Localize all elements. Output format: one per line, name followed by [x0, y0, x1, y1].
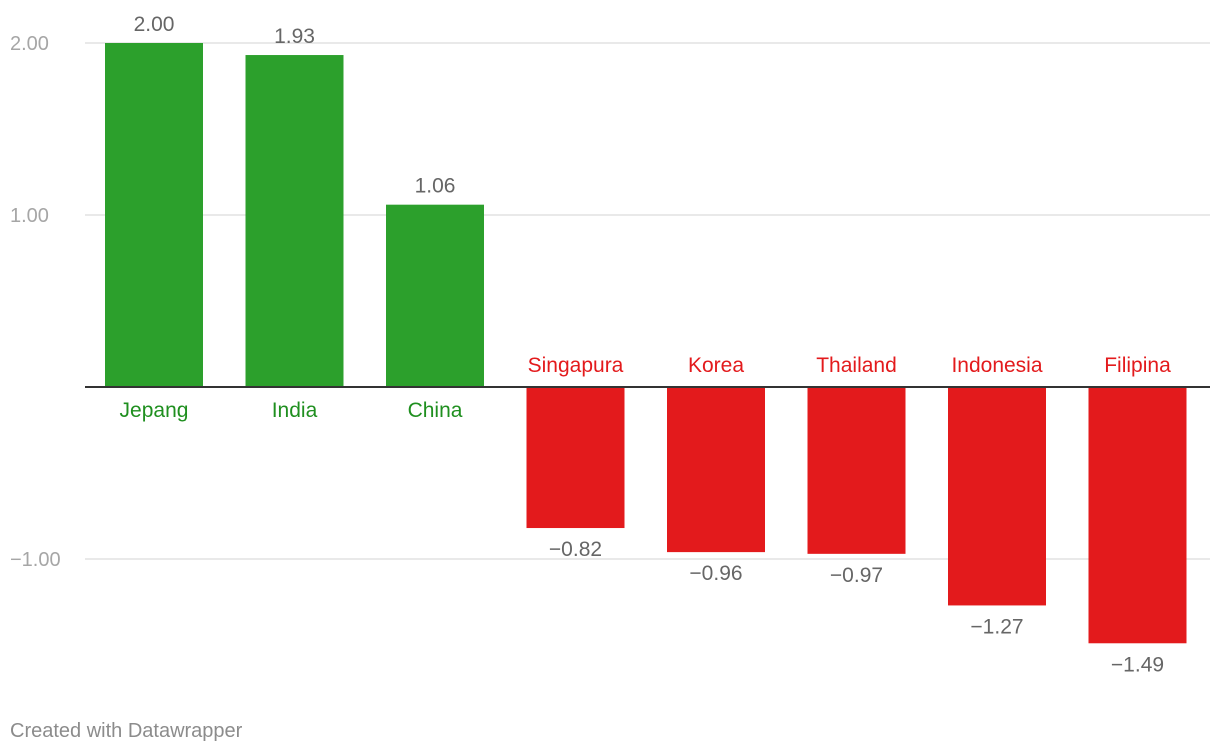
category-label: Indonesia — [951, 354, 1042, 377]
data-label: −0.82 — [549, 538, 602, 561]
category-label: India — [272, 399, 318, 422]
data-label: 1.06 — [415, 175, 456, 198]
bars — [105, 43, 1187, 644]
category-label: Filipina — [1104, 354, 1171, 377]
datawrapper-credit: Created with Datawrapper — [10, 720, 243, 742]
labels: 2.00 Jepang 1.93 India 1.06 China −0.82 Singapu… — [120, 13, 1172, 676]
bar — [386, 204, 484, 387]
data-label: −1.27 — [970, 615, 1023, 638]
data-label: 1.93 — [274, 25, 315, 48]
data-label: −0.96 — [689, 562, 742, 585]
category-label: China — [408, 399, 463, 422]
category-label: Korea — [688, 354, 744, 377]
bar — [105, 43, 203, 387]
y-tick-label: 1.00 — [10, 205, 49, 227]
y-axis-ticks: 2.00 1.00 −1.00 — [10, 33, 61, 571]
bar — [667, 387, 765, 553]
category-label: Jepang — [120, 399, 189, 422]
data-label: 2.00 — [134, 13, 175, 36]
data-label: −0.97 — [830, 564, 883, 587]
bar — [1088, 387, 1187, 644]
y-tick-label: −1.00 — [10, 549, 61, 571]
bar — [948, 387, 1046, 606]
y-tick-label: 2.00 — [10, 33, 49, 55]
data-label: −1.49 — [1111, 653, 1164, 676]
bar — [526, 387, 625, 529]
bar — [807, 387, 906, 554]
bar — [245, 55, 344, 387]
category-label: Singapura — [528, 354, 624, 377]
category-label: Thailand — [816, 354, 897, 377]
